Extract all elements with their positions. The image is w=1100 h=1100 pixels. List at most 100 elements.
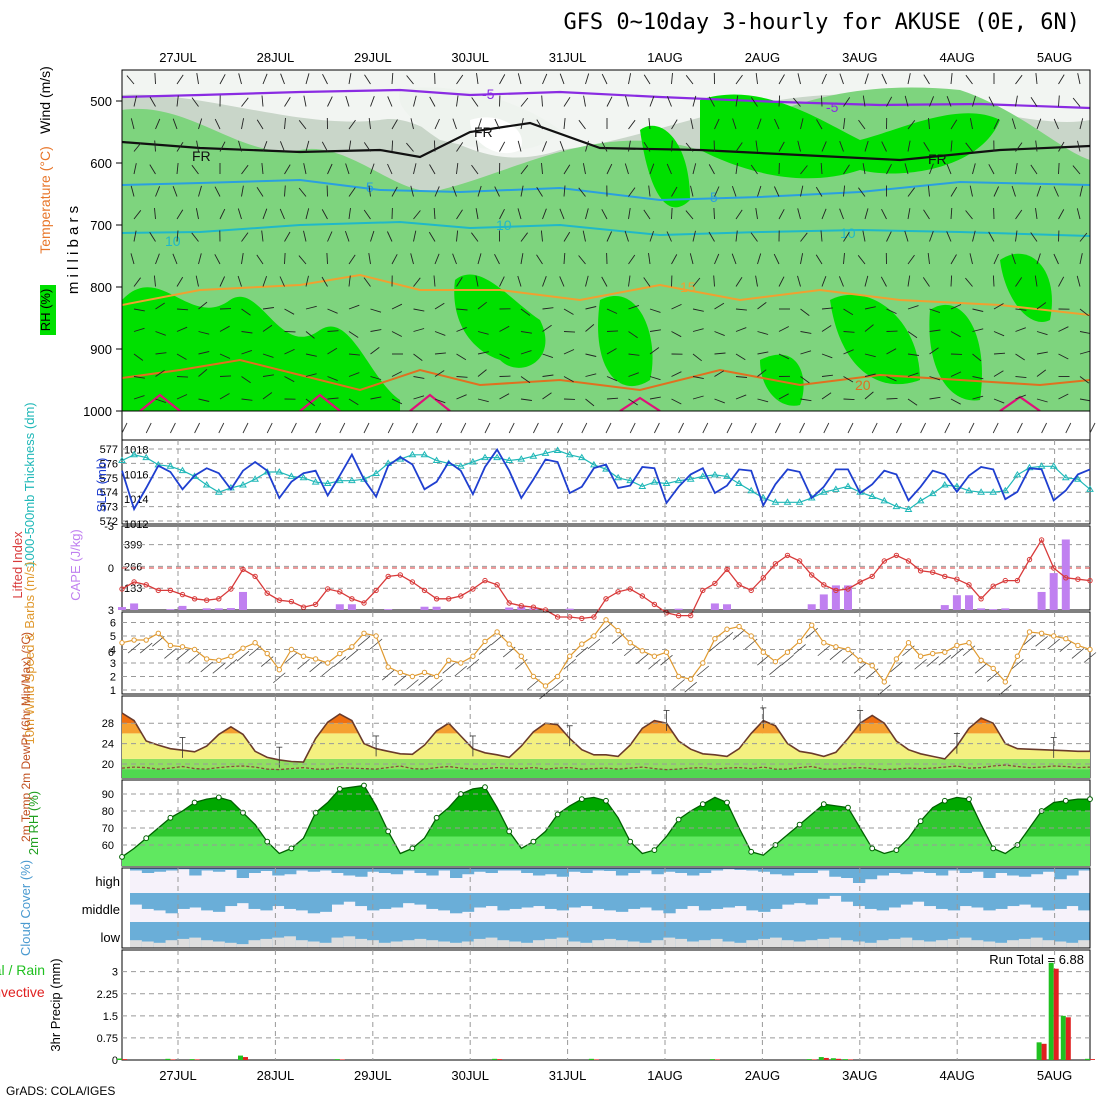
wind-barb <box>327 163 333 175</box>
cape-tick-label: 133 <box>124 583 142 595</box>
wind-speed-point <box>1038 630 1045 636</box>
cloud-cell <box>995 893 1008 909</box>
wind-barb <box>413 308 425 312</box>
thickness-point <box>832 485 840 492</box>
wind-barb <box>1058 162 1060 175</box>
wind-speed-point <box>760 649 766 655</box>
cloud-cell <box>153 942 167 948</box>
contour-label: 20 <box>855 377 871 393</box>
precip-total-bar <box>806 1059 812 1060</box>
wind-speed-point <box>276 667 282 673</box>
wind-barb <box>348 73 352 85</box>
wind-barb <box>904 163 909 175</box>
wind-barb <box>413 376 425 379</box>
rh-point <box>990 845 997 852</box>
wind-barb <box>456 308 468 311</box>
lifted-index-tick-label: 3 <box>108 605 114 617</box>
cloud-cell <box>864 893 878 909</box>
wind-barb-small <box>357 635 371 647</box>
thickness-point <box>432 456 441 464</box>
rh-point <box>675 816 682 823</box>
wind-barb <box>778 276 785 287</box>
cloud-cell <box>295 893 309 911</box>
wind-barb <box>778 141 785 152</box>
rh-point <box>530 838 537 845</box>
wind-barb-small <box>369 638 383 650</box>
wind-barb <box>303 95 307 107</box>
surface-barb <box>1016 422 1023 434</box>
cloud-cell <box>521 942 534 948</box>
cloud-cell <box>426 893 439 909</box>
surface-barb <box>678 422 685 434</box>
thickness-point <box>1074 475 1082 482</box>
thickness-point <box>940 481 949 488</box>
wind-barb <box>434 352 446 355</box>
wind-barb <box>649 96 655 107</box>
wind-speed-point <box>530 673 537 680</box>
cloud-cell <box>687 941 700 948</box>
cloud-cell <box>556 937 570 948</box>
wind-barb-small <box>297 658 310 670</box>
cloud-cell <box>781 940 795 948</box>
wind-barb <box>520 398 532 401</box>
wind-barb <box>800 331 812 334</box>
cloud-cell <box>390 941 404 948</box>
wind-barb <box>176 209 184 220</box>
wind-barb <box>757 398 769 403</box>
wind-barb <box>410 185 414 197</box>
wind-speed-point <box>409 673 416 680</box>
wind-barb <box>391 186 398 197</box>
thickness-point <box>408 450 417 458</box>
wind-speed-point <box>1087 646 1093 653</box>
wind-barb <box>735 230 738 242</box>
cloud-cell <box>212 893 226 912</box>
lifted-index-point <box>688 612 694 619</box>
wind-tick-label: 1 <box>110 685 116 697</box>
wind-barb <box>585 140 589 152</box>
bottom-date-label: 27JUL <box>159 1068 197 1083</box>
precip-total-bar <box>1085 1058 1090 1060</box>
wind-barb <box>907 275 911 287</box>
wind-barb <box>219 325 230 332</box>
wind-barb <box>176 308 189 311</box>
cloud-cell <box>1042 893 1055 911</box>
lifted-index-point <box>397 572 403 578</box>
cape-bar <box>819 594 828 610</box>
wind-barb <box>1015 95 1018 107</box>
wind-speed-point <box>1014 653 1021 659</box>
wind-barb <box>391 119 398 130</box>
wind-barb <box>708 164 715 175</box>
wind-barb <box>198 185 202 197</box>
wind-barb-small <box>708 641 722 653</box>
cloud-cell <box>995 868 1008 873</box>
wind-barb <box>1011 118 1016 130</box>
wind-barb <box>1076 208 1081 220</box>
cloud-cell <box>450 893 463 914</box>
surface-barb <box>702 422 709 434</box>
wind-barb <box>305 398 315 407</box>
wind-barb <box>517 73 522 85</box>
cloud-cell <box>935 940 949 948</box>
wind-barb <box>988 231 995 242</box>
wind-barb-small <box>1011 658 1024 670</box>
wind-barb <box>671 303 682 310</box>
wind-barb <box>800 398 812 402</box>
lifted-index-point <box>917 568 924 574</box>
wind-barb <box>559 73 565 85</box>
wind-barb <box>843 349 854 355</box>
surface-barb <box>460 422 467 434</box>
cloud-cell <box>319 893 332 912</box>
wind-barb <box>368 185 371 197</box>
wind-barb-small <box>309 661 322 673</box>
lifted-index-point <box>700 587 706 594</box>
lifted-index-point <box>1087 577 1093 584</box>
wind-barb <box>965 142 973 152</box>
wind-barb <box>133 163 137 175</box>
lifted-index-point <box>639 593 645 599</box>
lifted-index-point <box>1051 565 1057 571</box>
wind-barb <box>1079 232 1088 242</box>
wind-barb <box>321 141 328 152</box>
wind-barb <box>671 72 673 85</box>
thickness-tick-label: 576 <box>100 458 118 470</box>
contour-label: -5 <box>826 99 839 115</box>
